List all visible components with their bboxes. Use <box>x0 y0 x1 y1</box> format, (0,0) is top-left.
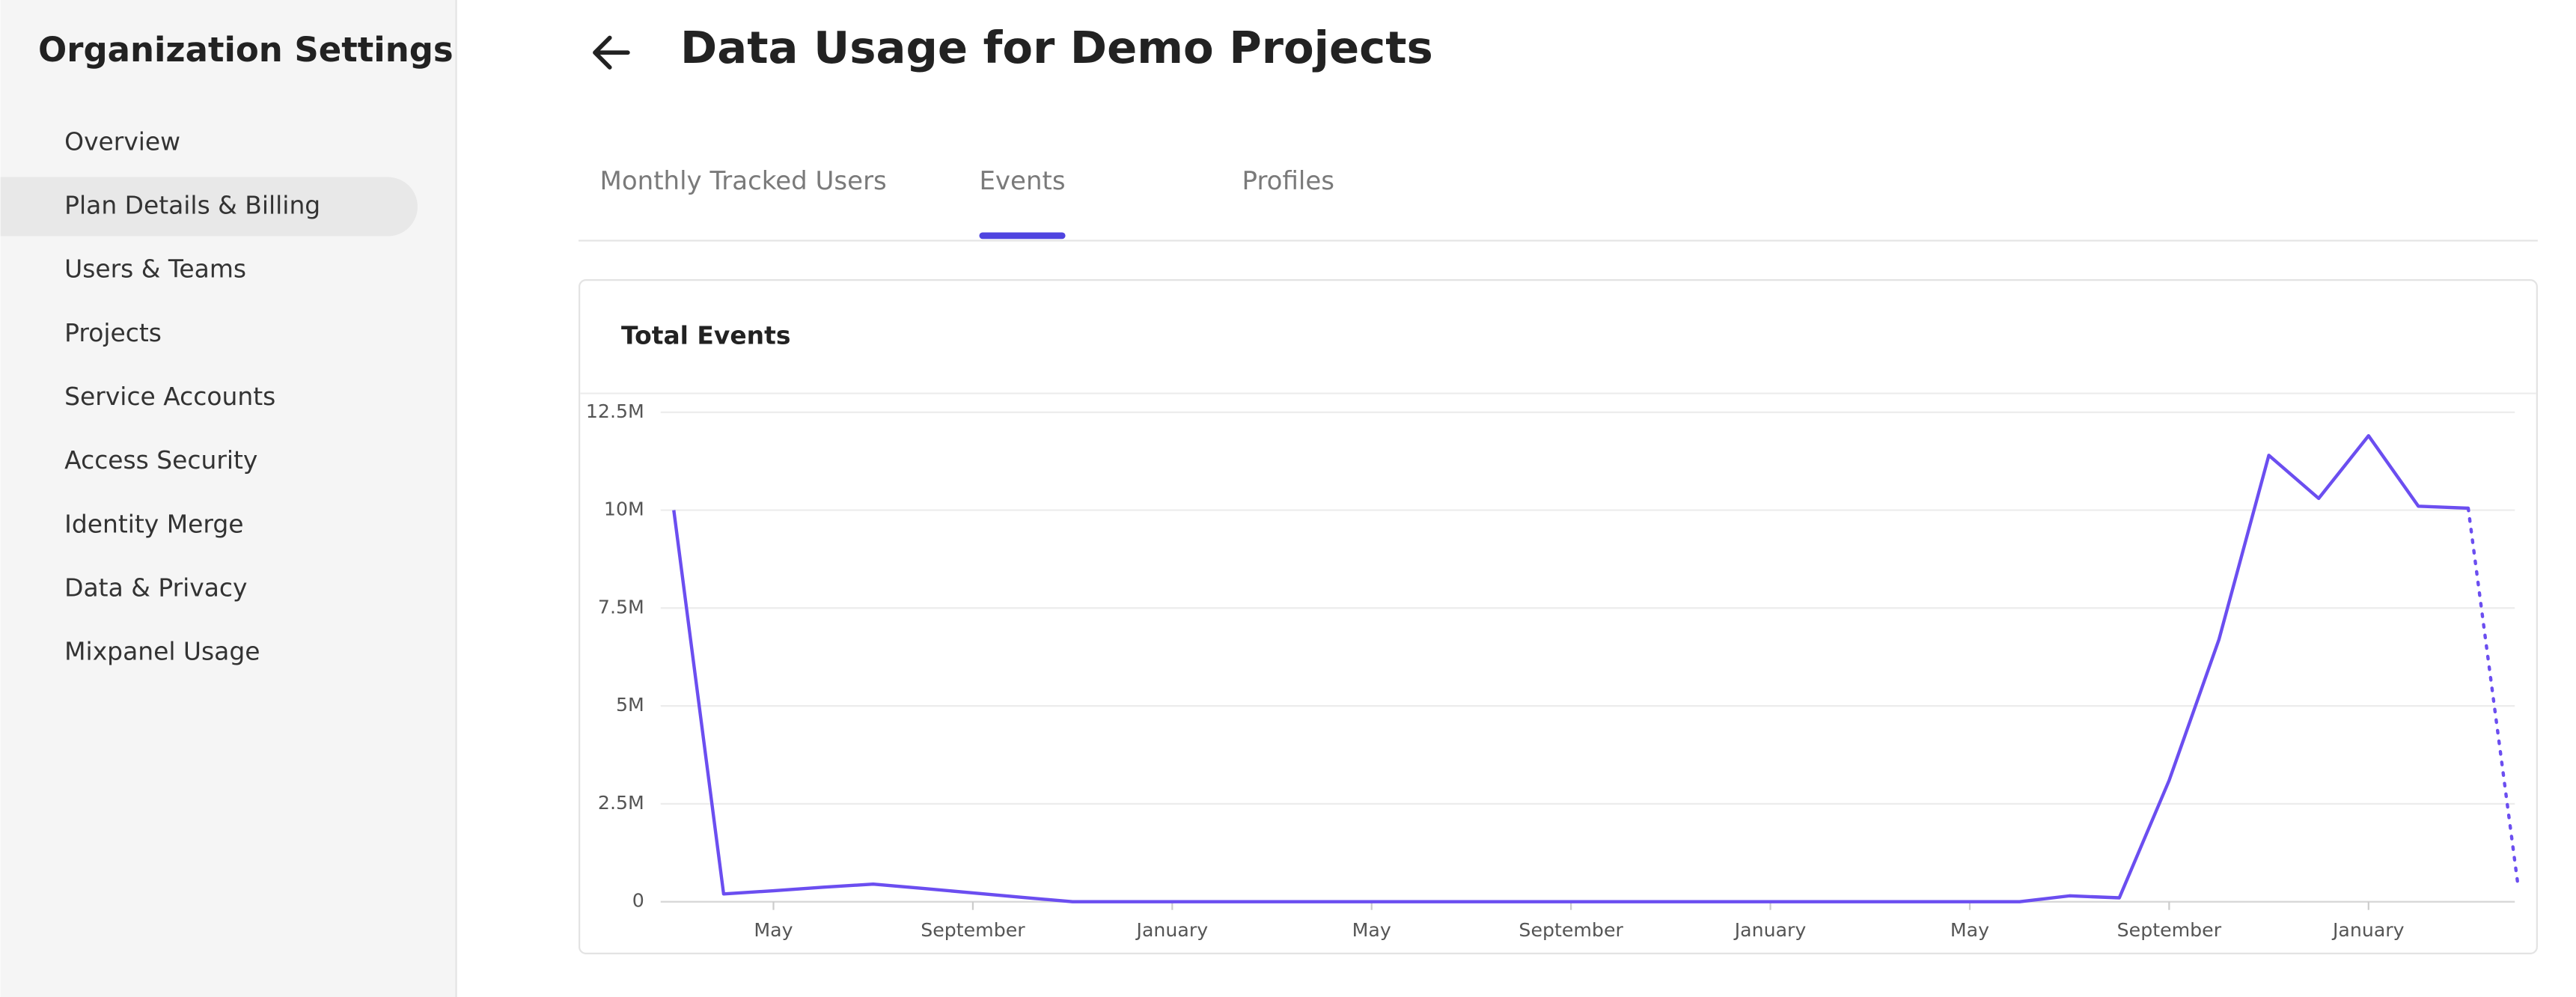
y-tick-label: 5M <box>616 694 644 716</box>
line-series <box>672 433 2469 903</box>
y-tick-label: 7.5M <box>598 596 644 618</box>
nav-item[interactable]: Mixpanel Usage <box>64 637 260 666</box>
nav-active-bg <box>0 177 418 237</box>
tab[interactable]: Events <box>979 166 1065 196</box>
nav-item[interactable]: Users & Teams <box>64 254 246 284</box>
nav-item[interactable]: Service Accounts <box>64 382 275 411</box>
chart-card <box>579 279 2538 954</box>
x-tick-label: September <box>921 919 1025 941</box>
nav-item[interactable]: Overview <box>64 126 180 156</box>
line-projection <box>2466 506 2520 888</box>
nav-item[interactable]: Projects <box>64 318 162 347</box>
y-tick-label: 10M <box>604 498 644 520</box>
nav-item[interactable]: Access Security <box>64 445 257 475</box>
back-arrow[interactable] <box>593 35 630 70</box>
y-tick-label: 0 <box>632 890 644 912</box>
plot: 0 2.5M 5M 7.5M 10M 12.5M May September January Ma… <box>586 400 2520 941</box>
tab-underline <box>979 232 1066 240</box>
x-tick-label: May <box>754 919 793 941</box>
x-tick-label: September <box>1519 919 1623 941</box>
x-tick-label: January <box>1135 919 1209 941</box>
x-tick-label: May <box>1950 919 1989 941</box>
tab[interactable]: Monthly Tracked Users <box>600 166 887 196</box>
nav-item[interactable]: Data & Privacy <box>64 573 247 602</box>
x-tick-label: January <box>2331 919 2405 941</box>
x-tick-label: May <box>1352 919 1391 941</box>
tab-list: Monthly Tracked Users Events Profiles <box>600 166 1334 240</box>
nav-item[interactable]: Plan Details & Billing <box>64 191 320 220</box>
x-tick-label: January <box>1733 919 1807 941</box>
y-tick-label: 12.5M <box>586 400 644 422</box>
chart-title: Total Events <box>621 320 790 350</box>
nav-item[interactable]: Identity Merge <box>64 509 243 538</box>
sidebar-title: Organization Settings <box>38 30 454 70</box>
x-tick-label: September <box>2117 919 2222 941</box>
tab[interactable]: Profiles <box>1242 166 1334 196</box>
y-tick-label: 2.5M <box>598 792 644 814</box>
nav-list: Overview Plan Details & Billing Users & Te… <box>0 126 418 666</box>
page-title: Data Usage for Demo Projects <box>680 22 1433 73</box>
sidebar <box>0 0 456 997</box>
